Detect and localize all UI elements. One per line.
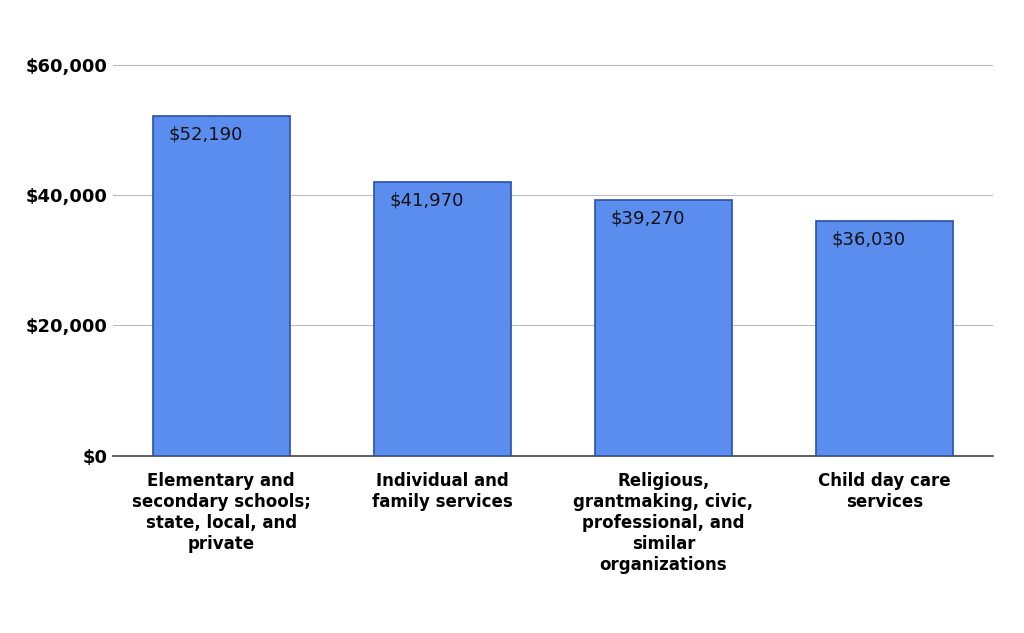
Bar (374, 182, 511, 456)
Bar (816, 221, 953, 456)
Text: $41,970: $41,970 (389, 192, 464, 210)
Bar (153, 116, 290, 456)
Bar (595, 200, 732, 456)
Text: $36,030: $36,030 (831, 230, 906, 249)
Text: $39,270: $39,270 (610, 210, 685, 227)
Text: $52,190: $52,190 (168, 125, 243, 143)
